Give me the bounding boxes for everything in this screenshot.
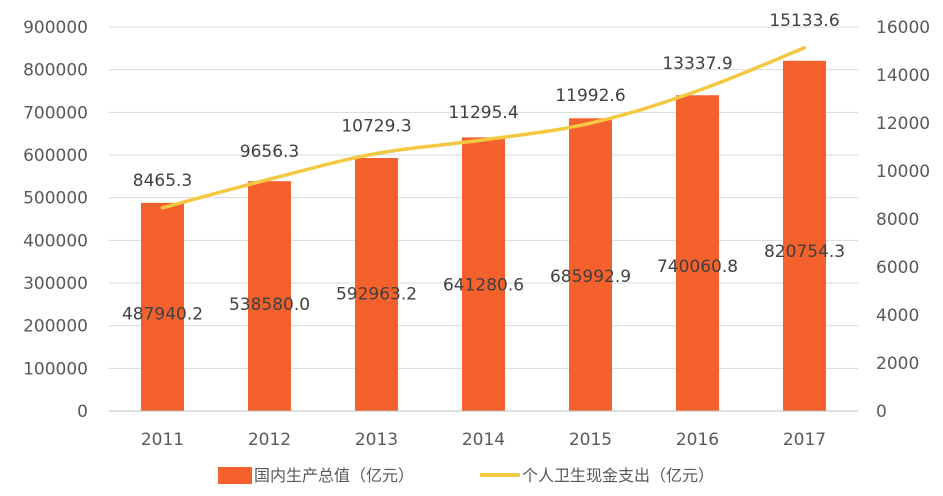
right-axis: 0 2000 4000 6000 8000 10000 12000 14000 16000 bbox=[876, 18, 930, 422]
legend-bar-swatch bbox=[218, 467, 252, 484]
x-tick-label: 2016 bbox=[676, 430, 719, 450]
y-right-tick-label: 14000 bbox=[876, 66, 930, 86]
x-tick-label: 2015 bbox=[569, 430, 612, 450]
y-left-tick-label: 400000 bbox=[23, 231, 88, 251]
bar bbox=[248, 181, 291, 411]
line-data-label: 11295.4 bbox=[448, 103, 518, 123]
bar-data-label: 538580.0 bbox=[229, 295, 310, 315]
line-data-label: 10729.3 bbox=[341, 116, 411, 136]
bar-data-label: 641280.6 bbox=[443, 276, 524, 296]
line-series-path bbox=[160, 46, 807, 210]
bar-data-label: 487940.2 bbox=[122, 304, 203, 324]
y-left-tick-label: 700000 bbox=[23, 103, 88, 123]
y-left-tick-label: 800000 bbox=[23, 61, 88, 81]
y-right-tick-label: 6000 bbox=[876, 258, 919, 278]
left-axis: 0 100000 200000 300000 400000 500000 600000 700… bbox=[23, 18, 88, 422]
line-series bbox=[160, 46, 807, 210]
bar bbox=[141, 202, 184, 411]
bar bbox=[676, 95, 719, 411]
y-right-tick-label: 16000 bbox=[876, 18, 930, 38]
line-data-label: 8465.3 bbox=[133, 171, 192, 191]
y-left-tick-label: 100000 bbox=[23, 359, 88, 379]
line-data-label: 9656.3 bbox=[240, 142, 299, 162]
x-tick-label: 2017 bbox=[783, 430, 826, 450]
bar-series bbox=[141, 60, 826, 412]
y-right-tick-label: 12000 bbox=[876, 114, 930, 134]
y-right-tick-label: 4000 bbox=[876, 306, 919, 326]
y-left-tick-label: 0 bbox=[77, 402, 88, 422]
x-tick-label: 2014 bbox=[462, 430, 505, 450]
y-right-tick-label: 2000 bbox=[876, 354, 919, 374]
bar bbox=[569, 118, 612, 411]
legend-bar-label: 国内生产总值（亿元） bbox=[254, 466, 414, 485]
bar-data-label: 592963.2 bbox=[336, 285, 417, 305]
legend: 国内生产总值（亿元） 个人卫生现金支出（亿元） bbox=[218, 466, 714, 485]
x-tick-label: 2012 bbox=[248, 430, 291, 450]
y-right-tick-label: 8000 bbox=[876, 210, 919, 230]
y-right-tick-label: 0 bbox=[876, 402, 887, 422]
bar-data-label: 685992.9 bbox=[550, 267, 631, 287]
bar-data-labels: 487940.2 538580.0 592963.2 641280.6 685992.9… bbox=[122, 242, 845, 324]
line-data-labels: 8465.3 9656.3 10729.3 11295.4 11992.6 13337.9… bbox=[133, 11, 840, 191]
bar-data-label: 740060.8 bbox=[657, 257, 738, 277]
bar bbox=[783, 60, 826, 412]
line-data-label: 11992.6 bbox=[555, 86, 625, 106]
bar bbox=[355, 158, 398, 411]
x-axis: 2011 2012 2013 2014 2015 2016 2017 bbox=[109, 410, 858, 450]
line-data-label: 13337.9 bbox=[662, 54, 732, 74]
line-data-label: 15133.6 bbox=[769, 11, 839, 31]
x-tick-label: 2013 bbox=[355, 430, 398, 450]
bar bbox=[462, 137, 505, 411]
y-left-tick-label: 900000 bbox=[23, 18, 88, 38]
y-left-tick-label: 300000 bbox=[23, 274, 88, 294]
x-tick-label: 2011 bbox=[141, 430, 184, 450]
legend-line-label: 个人卫生现金支出（亿元） bbox=[522, 466, 714, 485]
y-right-tick-label: 10000 bbox=[876, 162, 930, 182]
y-left-tick-label: 500000 bbox=[23, 189, 88, 209]
bar-data-label: 820754.3 bbox=[764, 242, 845, 262]
y-left-tick-label: 200000 bbox=[23, 317, 88, 337]
y-left-tick-label: 600000 bbox=[23, 146, 88, 166]
